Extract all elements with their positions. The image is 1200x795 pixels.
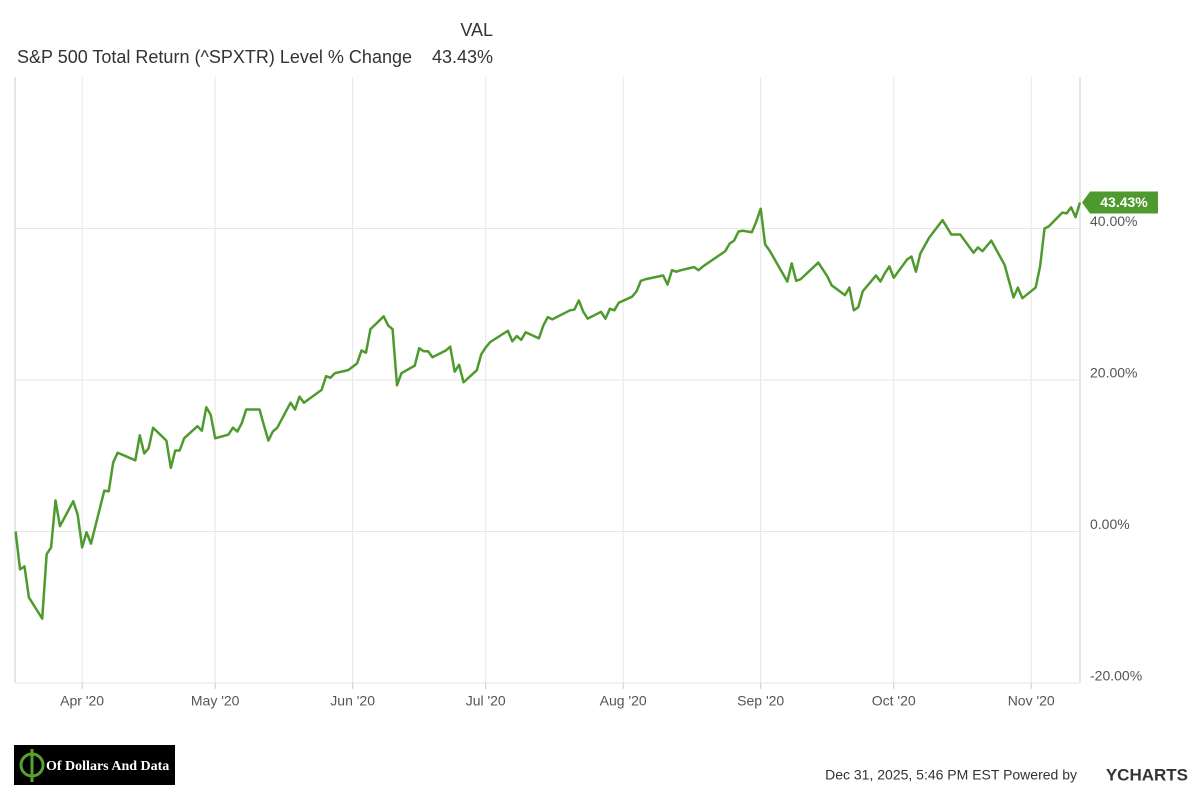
x-tick-label: Nov '20 bbox=[1008, 693, 1055, 709]
y-tick-label: 0.00% bbox=[1090, 516, 1130, 532]
legend-name: S&P 500 Total Return (^SPXTR) Level % Ch… bbox=[17, 47, 412, 67]
logo-box bbox=[14, 745, 175, 785]
end-tag-shape bbox=[1082, 191, 1158, 214]
y-tick-label: -20.00% bbox=[1090, 668, 1142, 684]
y-tick-label: 40.00% bbox=[1090, 213, 1137, 229]
legend-value: 43.43% bbox=[432, 47, 493, 67]
end-tag-label: 43.43% bbox=[1100, 194, 1148, 210]
timestamp: Dec 31, 2025, 5:46 PM EST Powered by bbox=[825, 767, 1077, 783]
x-tick-label: May '20 bbox=[191, 693, 240, 709]
line-series bbox=[14, 202, 1082, 620]
brand: YCHARTS bbox=[1106, 765, 1188, 784]
x-tick-label: Aug '20 bbox=[600, 693, 647, 709]
logo-text: Of Dollars And Data bbox=[46, 759, 169, 774]
logo: Of Dollars And Data bbox=[14, 745, 175, 785]
x-tick-label: Jul '20 bbox=[466, 693, 506, 709]
y-tick-label: 20.00% bbox=[1090, 365, 1137, 381]
end-tag: 43.43% bbox=[1082, 191, 1158, 214]
x-tick-label: Sep '20 bbox=[737, 693, 784, 709]
x-tick-label: Jun '20 bbox=[330, 693, 375, 709]
x-tick-label: Apr '20 bbox=[60, 693, 104, 709]
legend-header: VAL bbox=[460, 20, 493, 40]
x-tick-label: Oct '20 bbox=[872, 693, 916, 709]
